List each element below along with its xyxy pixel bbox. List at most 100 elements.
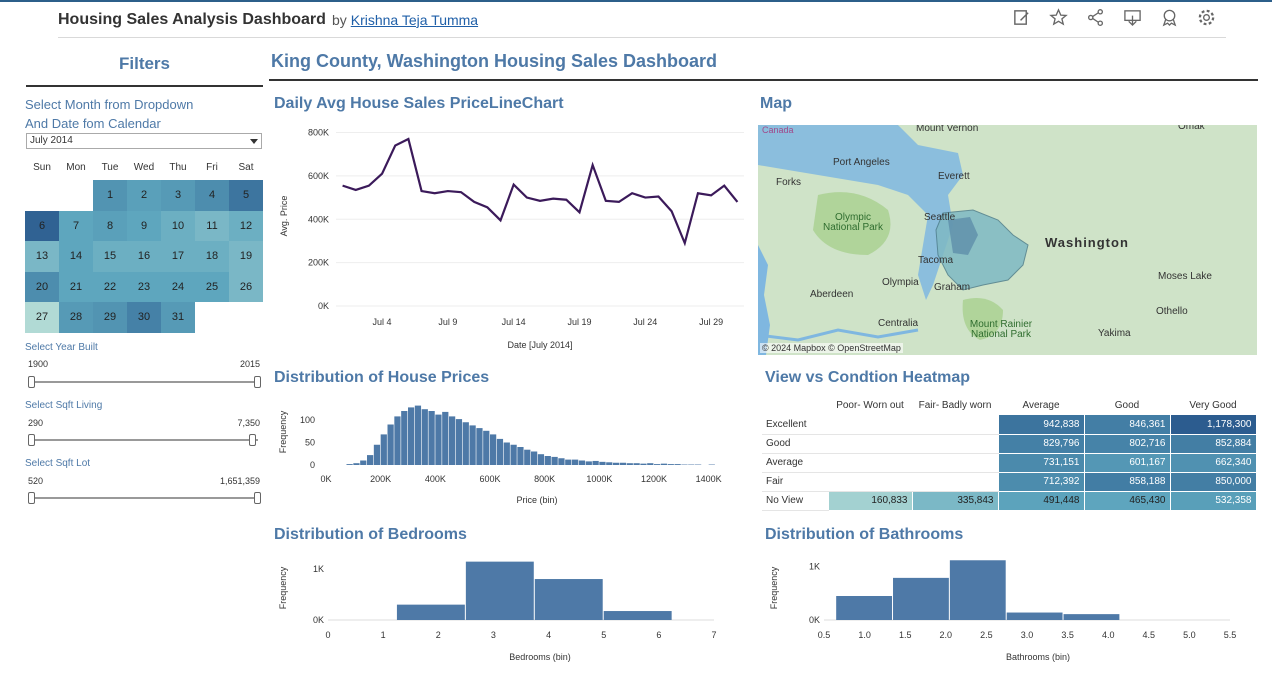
- calendar-day[interactable]: 1: [93, 180, 127, 211]
- year-built-slider[interactable]: [32, 381, 258, 383]
- year-built-max-handle[interactable]: [254, 376, 261, 388]
- price-bar[interactable]: [599, 461, 606, 465]
- price-bar[interactable]: [360, 460, 367, 466]
- calendar-day[interactable]: 19: [229, 241, 263, 272]
- price-bar[interactable]: [449, 416, 456, 465]
- price-bar[interactable]: [531, 451, 538, 466]
- price-bar[interactable]: [483, 430, 490, 465]
- calendar-day[interactable]: 26: [229, 271, 263, 302]
- calendar-day[interactable]: 13: [25, 241, 59, 272]
- price-bar[interactable]: [476, 428, 483, 465]
- sqft-lot-min-handle[interactable]: [28, 492, 35, 504]
- price-bar[interactable]: [490, 434, 497, 465]
- calendar-day[interactable]: 12: [229, 210, 263, 241]
- price-bar[interactable]: [654, 464, 661, 465]
- calendar-day[interactable]: 18: [195, 241, 229, 272]
- calendar-day[interactable]: 20: [25, 271, 59, 302]
- heatmap-cell[interactable]: 712,392: [998, 472, 1085, 492]
- calendar-day[interactable]: 27: [25, 302, 59, 333]
- sqft-living-min-handle[interactable]: [28, 434, 35, 446]
- price-bar[interactable]: [387, 424, 394, 466]
- heatmap-cell[interactable]: 802,716: [1084, 434, 1171, 454]
- metrics-icon[interactable]: [1160, 8, 1179, 27]
- price-bar[interactable]: [496, 438, 504, 465]
- bathrooms-histogram[interactable]: 0K 1K 0.5 1.0 1.5 2.0 2.5 3.0 3.5 4.0 4.5 5.0 5.5 Bat…: [765, 548, 1245, 670]
- heatmap-cell[interactable]: 335,843: [912, 491, 999, 511]
- price-bar[interactable]: [647, 463, 654, 465]
- price-bar[interactable]: [380, 434, 387, 465]
- price-bar[interactable]: [503, 442, 510, 466]
- view-condition-heatmap[interactable]: Poor- Worn out Fair- Badly worn Average Goo…: [762, 396, 1257, 511]
- price-bar[interactable]: [510, 444, 517, 465]
- histogram-bar[interactable]: [603, 611, 672, 620]
- calendar-day[interactable]: 3: [161, 180, 195, 211]
- price-bar[interactable]: [517, 447, 524, 465]
- favorite-icon[interactable]: [1049, 8, 1068, 27]
- map-view[interactable]: Canada Mount Vernon Omak Port Angeles Everet…: [758, 125, 1257, 355]
- calendar-day[interactable]: 6: [25, 210, 59, 241]
- calendar-day[interactable]: 22: [93, 271, 127, 302]
- month-dropdown[interactable]: July 2014: [26, 133, 262, 149]
- heatmap-cell[interactable]: 491,448: [998, 491, 1085, 511]
- price-bar[interactable]: [421, 409, 428, 465]
- heatmap-cell[interactable]: 532,358: [1170, 491, 1257, 511]
- price-bar[interactable]: [660, 463, 668, 465]
- price-bar[interactable]: [353, 463, 360, 465]
- calendar-day[interactable]: 31: [161, 302, 195, 333]
- heatmap-cell[interactable]: 829,796: [998, 434, 1085, 454]
- price-bar[interactable]: [606, 462, 613, 465]
- calendar-day[interactable]: 21: [59, 271, 93, 302]
- calendar-day[interactable]: 17: [161, 241, 195, 272]
- heatmap-cell[interactable]: 465,430: [1084, 491, 1171, 511]
- heatmap-cell[interactable]: 662,340: [1170, 453, 1257, 473]
- heatmap-cell[interactable]: 160,833: [828, 491, 913, 511]
- heatmap-cell[interactable]: 731,151: [998, 453, 1085, 473]
- price-bar[interactable]: [537, 454, 545, 465]
- price-bar[interactable]: [674, 464, 681, 465]
- price-bar[interactable]: [524, 449, 531, 465]
- line-chart[interactable]: 0K 200K 400K 600K 800K Jul 4 Jul 9 Jul 14 Jul 19…: [274, 118, 754, 358]
- calendar-day[interactable]: 23: [127, 271, 161, 302]
- calendar-day[interactable]: 4: [195, 180, 229, 211]
- calendar-day[interactable]: 11: [195, 210, 229, 241]
- price-bar[interactable]: [544, 456, 551, 465]
- year-built-min-handle[interactable]: [28, 376, 35, 388]
- price-bar[interactable]: [565, 459, 572, 465]
- price-bar[interactable]: [558, 458, 565, 465]
- price-bar[interactable]: [640, 463, 647, 465]
- settings-icon[interactable]: [1197, 8, 1216, 27]
- calendar-day[interactable]: 16: [127, 241, 161, 272]
- price-bar[interactable]: [442, 411, 449, 465]
- calendar-day[interactable]: 8: [93, 210, 127, 241]
- calendar-day[interactable]: 30: [127, 302, 161, 333]
- price-bar[interactable]: [592, 460, 599, 465]
- price-bar[interactable]: [373, 444, 381, 465]
- price-bar[interactable]: [551, 456, 558, 465]
- calendar-day[interactable]: 29: [93, 302, 127, 333]
- calendar-day[interactable]: 14: [59, 241, 93, 272]
- download-icon[interactable]: [1123, 8, 1142, 27]
- calendar-day[interactable]: 7: [59, 210, 93, 241]
- edit-icon[interactable]: [1012, 8, 1031, 27]
- histogram-bar[interactable]: [893, 577, 949, 620]
- price-bar[interactable]: [435, 414, 442, 465]
- price-bar[interactable]: [578, 460, 586, 466]
- heatmap-cell[interactable]: 850,000: [1170, 472, 1257, 492]
- heatmap-cell[interactable]: 852,884: [1170, 434, 1257, 454]
- histogram-bar[interactable]: [1006, 612, 1063, 620]
- heatmap-cell[interactable]: 1,178,300: [1170, 415, 1257, 435]
- price-bar[interactable]: [367, 455, 374, 465]
- price-bar[interactable]: [469, 425, 476, 465]
- histogram-bar[interactable]: [836, 596, 893, 620]
- sqft-living-slider[interactable]: [32, 439, 258, 441]
- sqft-lot-slider[interactable]: [32, 497, 258, 499]
- calendar-day[interactable]: 24: [161, 271, 195, 302]
- price-bar[interactable]: [585, 461, 592, 465]
- price-bar[interactable]: [394, 416, 401, 465]
- histogram-bar[interactable]: [949, 560, 1006, 620]
- bedrooms-histogram[interactable]: 0K 1K 0 1 2 3 4 5 6 7 Bedrooms (bin) Frequency: [274, 548, 744, 670]
- price-bar[interactable]: [414, 405, 422, 465]
- price-bar[interactable]: [408, 407, 415, 465]
- calendar-day[interactable]: 28: [59, 302, 93, 333]
